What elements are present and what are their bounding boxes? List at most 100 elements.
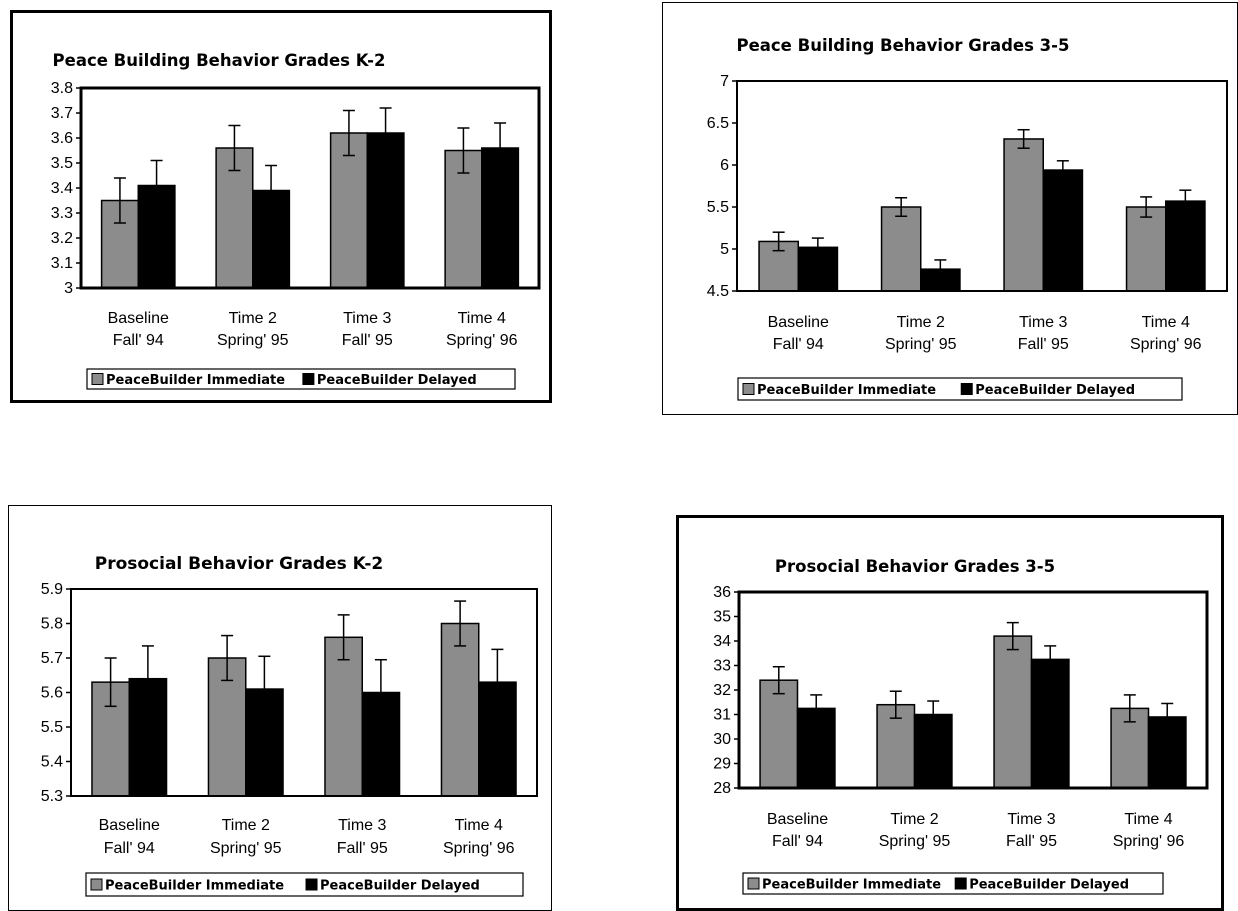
y-tick-label: 30 [713, 731, 731, 748]
x-category-label: Spring' 95 [885, 336, 957, 353]
legend-label: PeaceBuilder Delayed [975, 383, 1135, 398]
x-category-label: Spring' 96 [1130, 336, 1202, 353]
x-category-label: Time 4 [455, 817, 503, 834]
x-category-label: Time 4 [1124, 811, 1172, 828]
legend-label: PeaceBuilder Delayed [320, 879, 480, 894]
legend-swatch-immediate [747, 877, 760, 890]
chart-svg-1: Peace Building Behavior Grades K-2 3 3.1 3.… [51, 51, 541, 390]
bar-immediate [215, 147, 254, 289]
x-category-label: Time 2 [222, 817, 270, 834]
legend-swatch-immediate [90, 878, 103, 891]
chart-svg-2: Peace Building Behavior Grades 3-5 4.5 5 5.… [707, 36, 1228, 401]
plot-area-frame [736, 80, 1228, 292]
y-tick-label: 4.5 [707, 283, 729, 300]
y-tick-label: 5.9 [41, 581, 63, 598]
legend-label: PeaceBuilder Immediate [757, 383, 936, 398]
chart-title: Peace Building Behavior Grades 3-5 [736, 36, 1069, 55]
bar-delayed [1042, 169, 1084, 292]
legend-label: PeaceBuilder Immediate [106, 373, 285, 388]
legend-swatch-immediate [742, 383, 755, 395]
y-tick-label: 3.5 [51, 155, 73, 172]
chart-panel-3: Prosocial Behavior Grades K-2 5.3 5.4 5.5 5.… [8, 505, 552, 911]
legend-box [742, 872, 1164, 895]
legend-label: PeaceBuilder Immediate [762, 878, 941, 893]
x-category-label: Time 2 [897, 314, 945, 331]
y-tick-label: 31 [713, 707, 731, 724]
x-category-label: Baseline [99, 817, 160, 834]
plot-area-frame [737, 590, 1209, 790]
chart-svg-4: Prosocial Behavior Grades 3-5 28 29 30 31 32 3… [713, 557, 1209, 895]
x-category-label: Time 3 [338, 817, 386, 834]
x-category-label: Time 2 [229, 310, 277, 327]
x-category-label: Fall' 95 [337, 840, 388, 857]
y-tick-label: 3.6 [51, 130, 73, 147]
x-category-label: Time 4 [458, 310, 506, 327]
x-category-label: Spring' 96 [443, 840, 515, 857]
x-category-label: Baseline [767, 811, 828, 828]
bar-immediate [759, 679, 799, 789]
x-category-label: Baseline [108, 310, 169, 327]
plot-area-frame [79, 86, 541, 290]
y-tick-label: 5 [720, 241, 729, 258]
y-tick-label: 33 [713, 658, 731, 675]
y-tick-label: 3.4 [51, 180, 73, 197]
y-tick-label: 29 [713, 756, 731, 773]
x-category-label: Fall' 94 [104, 840, 155, 857]
bar-immediate [329, 132, 368, 289]
x-category-label: Spring' 95 [210, 840, 282, 857]
y-tick-label: 5.4 [41, 754, 63, 771]
y-tick-label: 32 [713, 682, 731, 699]
legend-swatch-delayed [305, 878, 318, 891]
bar-immediate [993, 635, 1033, 789]
x-category-label: Time 3 [343, 310, 391, 327]
bar-immediate [1003, 138, 1044, 292]
chart-svg-3: Prosocial Behavior Grades K-2 5.3 5.4 5.5 5.… [41, 554, 538, 897]
legend-label: PeaceBuilder Immediate [105, 879, 284, 894]
x-category-label: Baseline [768, 314, 829, 331]
bar-immediate [440, 622, 480, 797]
chart-title: Peace Building Behavior Grades K-2 [53, 51, 386, 70]
x-category-label: Time 3 [1019, 314, 1067, 331]
x-category-label: Fall' 94 [773, 336, 824, 353]
y-tick-label: 5.5 [41, 719, 63, 736]
chart-title: Prosocial Behavior Grades K-2 [95, 554, 384, 574]
x-category-label: Spring' 96 [446, 332, 518, 349]
y-tick-label: 35 [713, 609, 731, 626]
x-category-label: Fall' 94 [113, 332, 164, 349]
y-tick-label: 28 [713, 780, 731, 797]
y-tick-label: 5.3 [41, 788, 63, 805]
x-category-label: Time 4 [1142, 314, 1190, 331]
y-tick-label: 34 [713, 633, 731, 650]
y-tick-label: 5.6 [41, 685, 63, 702]
legend-box [85, 872, 524, 897]
x-category-label: Fall' 94 [772, 833, 823, 850]
y-tick-label: 5.7 [41, 650, 63, 667]
chart-panel-2: Peace Building Behavior Grades 3-5 4.5 5 5.… [662, 2, 1238, 415]
legend-swatch-delayed [960, 383, 973, 395]
legend-swatch-delayed [302, 373, 315, 385]
y-tick-label: 6.5 [707, 115, 729, 132]
legend-swatch-delayed [954, 877, 967, 890]
bar-delayed [1165, 200, 1206, 292]
chart-panel-4: Prosocial Behavior Grades 3-5 28 29 30 31 32 3… [676, 515, 1224, 911]
chart-title: Prosocial Behavior Grades 3-5 [775, 557, 1055, 576]
y-tick-label: 5.8 [41, 616, 63, 633]
legend-swatch-immediate [91, 373, 104, 385]
y-tick-label: 3.8 [51, 80, 73, 97]
legend-box [737, 377, 1183, 401]
x-category-label: Spring' 96 [1113, 833, 1185, 850]
legend-label: PeaceBuilder Delayed [317, 373, 477, 388]
x-category-label: Fall' 95 [342, 332, 393, 349]
y-tick-label: 3.1 [51, 255, 73, 272]
x-category-label: Time 3 [1007, 811, 1055, 828]
x-category-label: Fall' 95 [1018, 336, 1069, 353]
chart-panel-1: Peace Building Behavior Grades K-2 3 3.1 3.… [10, 10, 552, 403]
legend-box [86, 368, 516, 390]
x-category-label: Spring' 95 [879, 833, 951, 850]
x-category-label: Fall' 95 [1006, 833, 1057, 850]
y-tick-label: 3.2 [51, 230, 73, 247]
legend-label: PeaceBuilder Delayed [969, 878, 1129, 893]
y-tick-label: 6 [720, 157, 729, 174]
y-tick-label: 3.3 [51, 205, 73, 222]
x-category-label: Spring' 95 [217, 332, 289, 349]
